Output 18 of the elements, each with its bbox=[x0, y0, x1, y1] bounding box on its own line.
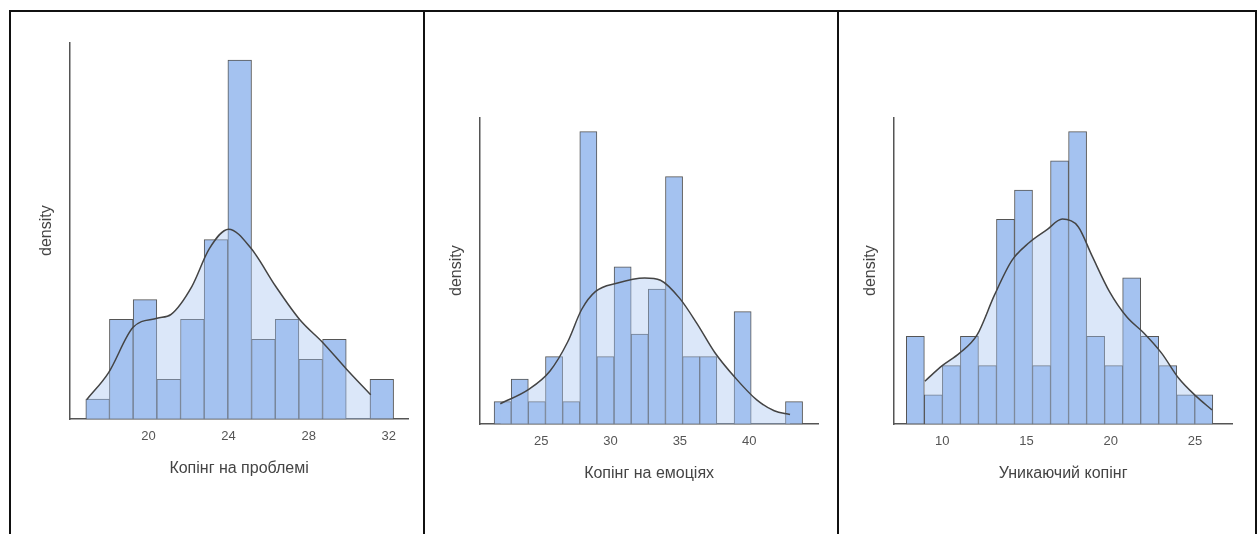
x-axis-title: Уникаючий копінг bbox=[998, 463, 1128, 481]
x-tick-label: 32 bbox=[381, 427, 397, 443]
x-tick-label: 35 bbox=[672, 432, 688, 448]
x-tick-label: 10 bbox=[934, 432, 950, 448]
x-axis-title: Копінг на емоціях bbox=[584, 463, 715, 481]
x-tick-label: 24 bbox=[221, 427, 236, 443]
x-tick-label: 25 bbox=[1187, 432, 1203, 448]
x-tick-label: 40 bbox=[741, 432, 757, 448]
x-tick-label: 20 bbox=[1103, 432, 1118, 448]
x-tick-label: 28 bbox=[301, 427, 316, 443]
x-tick-label: 20 bbox=[141, 427, 156, 443]
x-axis-title: Копінг на проблемі bbox=[169, 458, 309, 476]
x-tick-label: 15 bbox=[1019, 432, 1034, 448]
y-axis-title: density bbox=[447, 245, 465, 296]
x-tick-label: 25 bbox=[534, 432, 549, 448]
x-tick-label: 30 bbox=[603, 432, 618, 448]
y-axis-title: density bbox=[861, 245, 879, 296]
y-axis-title: density bbox=[37, 205, 55, 256]
